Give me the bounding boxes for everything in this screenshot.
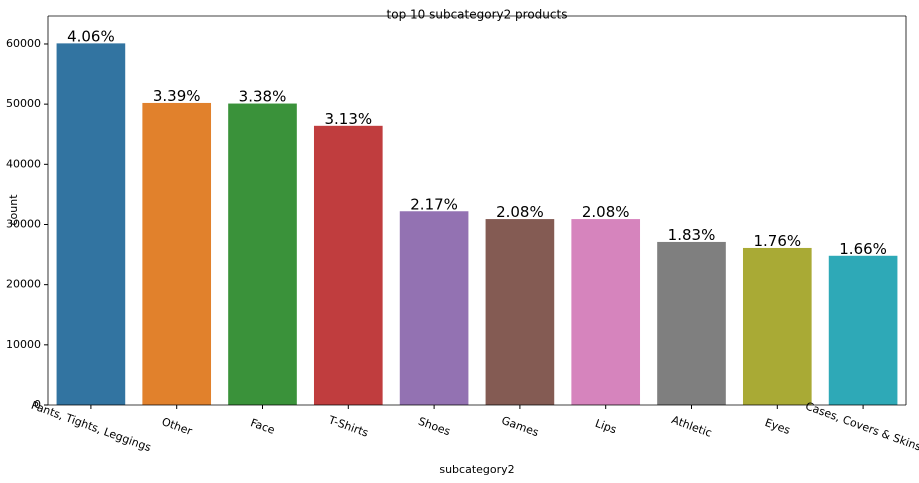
bar <box>142 102 212 405</box>
percent-label: 2.08% <box>582 203 630 221</box>
x-tick-label: Other <box>160 415 194 438</box>
y-tick-label: 50000 <box>6 97 41 110</box>
percent-label: 3.13% <box>324 110 372 128</box>
x-tick-label: Shoes <box>416 415 452 439</box>
percent-label: 3.38% <box>239 88 287 106</box>
y-tick-label: 60000 <box>6 37 41 50</box>
percent-label: 1.76% <box>753 232 801 250</box>
x-tick-label: Cases, Covers & Skins <box>804 400 919 454</box>
bar <box>742 247 812 405</box>
percent-label: 1.83% <box>668 226 716 244</box>
x-tick-label: Face <box>249 416 277 437</box>
bar <box>228 103 297 406</box>
bar <box>571 219 641 405</box>
percent-label: 3.39% <box>153 87 201 105</box>
x-tick-label: T-Shirts <box>326 413 370 440</box>
x-tick-label: Eyes <box>763 416 792 437</box>
y-tick-label: 0 <box>34 398 41 411</box>
y-axis-label: count <box>7 194 20 226</box>
bar <box>828 255 898 405</box>
percent-label: 4.06% <box>67 27 115 45</box>
bar <box>56 43 126 406</box>
x-tick-label: Lips <box>593 417 618 437</box>
percent-label: 2.08% <box>496 203 544 221</box>
bar <box>485 219 555 405</box>
percent-label: 2.17% <box>410 195 458 213</box>
bar <box>313 125 383 405</box>
percent-label: 1.66% <box>839 240 887 258</box>
bar <box>399 211 469 405</box>
x-tick-label: Games <box>500 414 541 439</box>
x-tick-label: Athletic <box>670 413 714 440</box>
bar <box>657 241 726 405</box>
y-tick-label: 10000 <box>6 338 41 351</box>
y-tick-label: 40000 <box>6 157 41 170</box>
x-axis-label: subcategory2 <box>439 463 514 476</box>
y-tick-label: 20000 <box>6 278 41 291</box>
chart-title: top 10 subcategory2 products <box>387 8 568 22</box>
y-tick-label: 30000 <box>6 217 41 230</box>
